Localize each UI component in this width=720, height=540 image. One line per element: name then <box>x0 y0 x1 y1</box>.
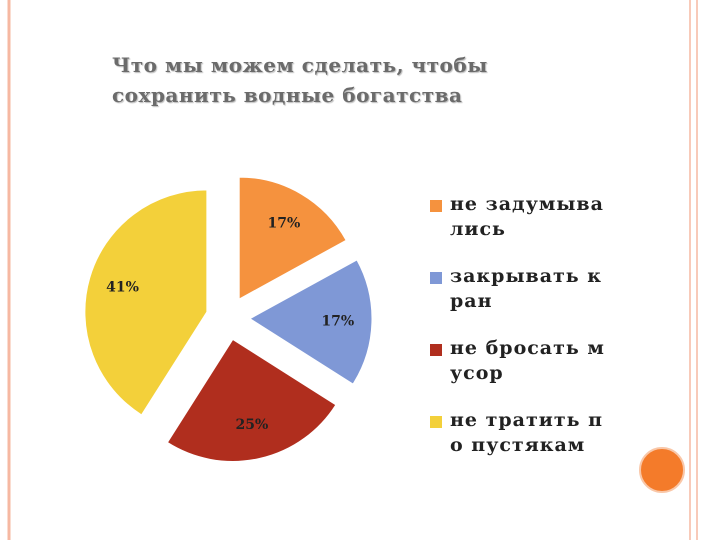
pie-slice <box>84 189 208 416</box>
decor-circle <box>639 447 685 493</box>
legend-swatch <box>430 344 442 356</box>
pie-slice <box>238 176 347 300</box>
value-label: 25% <box>236 417 269 433</box>
pie-slice <box>249 259 373 385</box>
legend-swatch <box>430 200 442 212</box>
legend-label: закрывать кран <box>450 265 603 312</box>
value-label: 17% <box>268 215 301 231</box>
legend-item: закрывать кран <box>430 264 610 314</box>
legend-item: не бросать мусор <box>430 336 610 386</box>
legend-swatch <box>430 416 442 428</box>
legend: не задумывались закрывать кран не бросать … <box>430 192 610 480</box>
legend-label: не задумывались <box>450 193 604 240</box>
legend-label: не бросать мусор <box>450 337 605 384</box>
value-label: 41% <box>106 279 139 295</box>
legend-item: не задумывались <box>430 192 610 242</box>
pie-slice <box>166 338 337 462</box>
legend-label: не тратить по пустякам <box>450 409 604 456</box>
legend-swatch <box>430 272 442 284</box>
chart-title: Что мы можем сделать, чтобы сохранить во… <box>112 53 488 107</box>
value-label: 17% <box>321 313 354 329</box>
legend-item: не тратить по пустякам <box>430 408 610 458</box>
pie: 17% 17% 25% 41% <box>84 176 373 462</box>
